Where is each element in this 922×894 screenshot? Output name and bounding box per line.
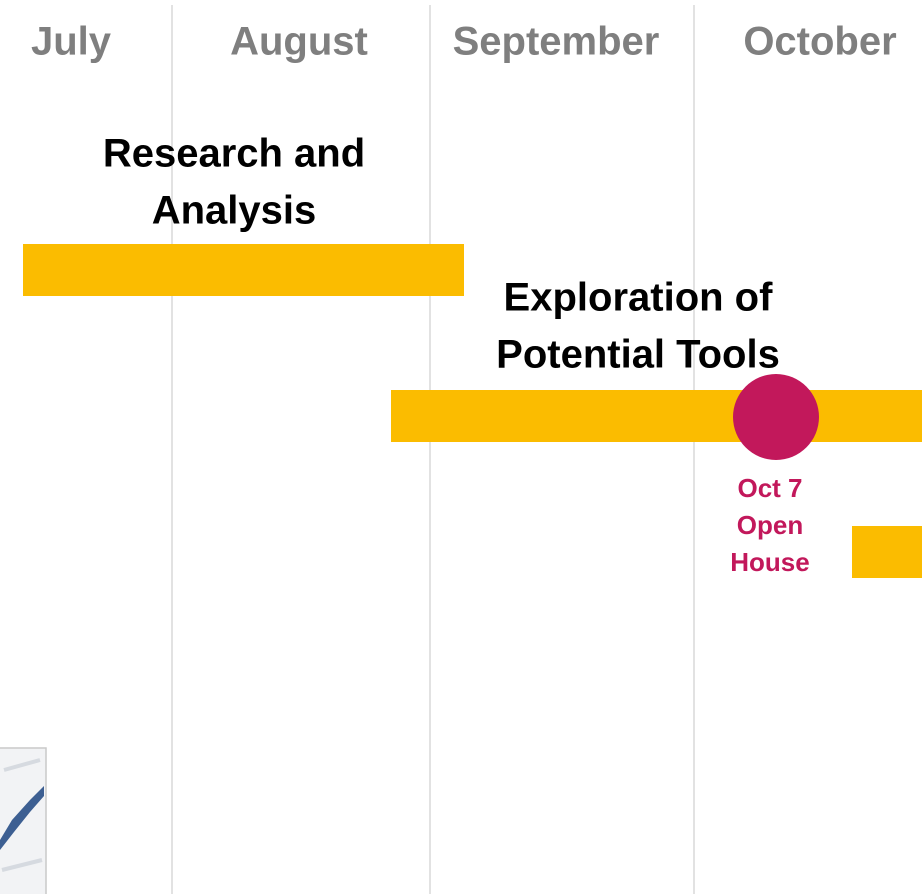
month-label: September <box>453 20 660 64</box>
task-label: Potential Tools <box>496 333 780 377</box>
month-label: July <box>31 20 112 64</box>
milestone-label: Open <box>737 510 803 540</box>
task-label: Exploration of <box>504 276 774 320</box>
month-label: August <box>230 20 368 64</box>
milestone-label: House <box>730 547 809 577</box>
task-bar <box>852 526 922 578</box>
timeline: July August September October Research a… <box>0 0 922 894</box>
task-bar <box>391 390 922 442</box>
thumbnail <box>0 748 46 894</box>
page: July August September October Research a… <box>0 0 922 894</box>
milestone-marker <box>733 374 819 460</box>
milestone-label: Oct 7 <box>737 473 802 503</box>
month-label: October <box>743 20 896 64</box>
task-label: Research and <box>103 132 365 176</box>
task-bar <box>23 244 464 296</box>
task-label: Analysis <box>152 189 317 233</box>
